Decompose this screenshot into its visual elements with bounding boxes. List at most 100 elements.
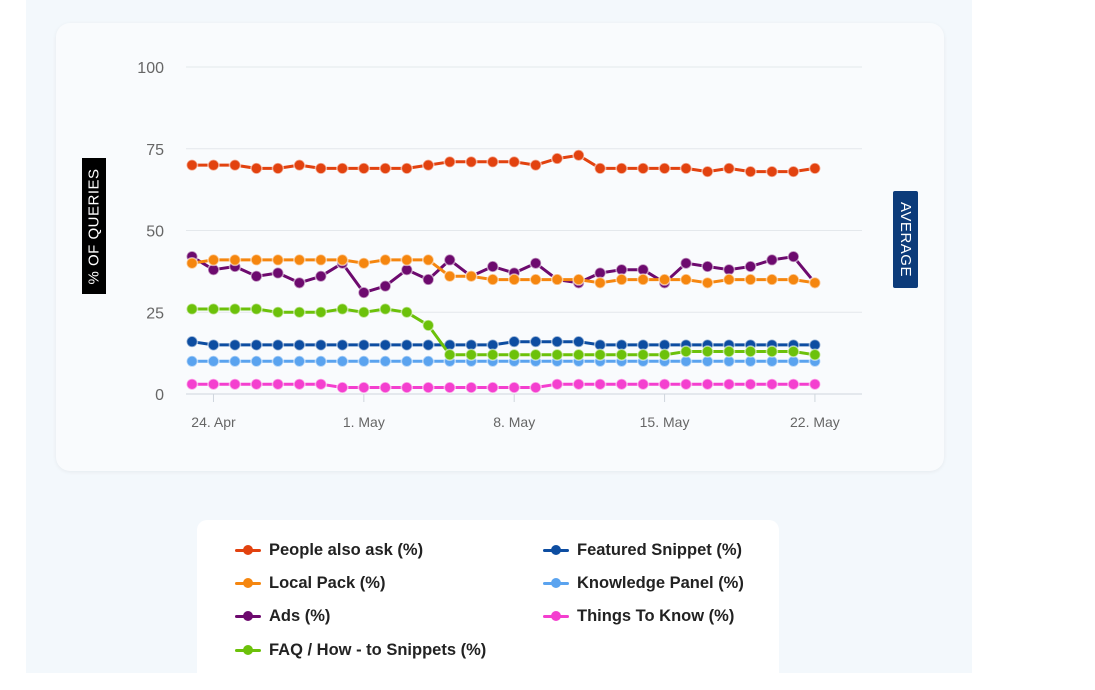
data-point xyxy=(400,306,414,319)
data-point xyxy=(422,319,435,332)
data-point xyxy=(808,348,822,362)
data-point xyxy=(550,335,564,348)
legend-swatch-dot xyxy=(243,545,253,555)
legend-item-ads[interactable]: Ads (%) xyxy=(235,605,330,627)
legend-label: FAQ / How - to Snippets (%) xyxy=(269,640,487,659)
data-point xyxy=(701,165,714,178)
data-point xyxy=(593,162,607,175)
data-point xyxy=(744,377,757,391)
data-point xyxy=(293,338,306,352)
data-point xyxy=(658,377,671,391)
data-point xyxy=(185,335,199,348)
data-point xyxy=(529,335,542,348)
data-point xyxy=(529,256,542,270)
data-point xyxy=(550,377,564,391)
data-point xyxy=(228,253,242,267)
data-point xyxy=(443,253,457,267)
legend-item-people-also-ask[interactable]: People also ask (%) xyxy=(235,539,423,561)
data-point xyxy=(422,273,435,286)
legend-label: Featured Snippet (%) xyxy=(577,540,743,559)
data-point xyxy=(207,377,220,391)
data-point xyxy=(529,381,542,394)
data-point xyxy=(422,381,435,394)
data-point xyxy=(250,377,263,391)
data-point xyxy=(250,270,263,283)
data-point xyxy=(293,158,306,172)
data-point xyxy=(271,355,285,368)
data-point xyxy=(250,338,263,352)
data-point xyxy=(658,348,671,362)
legend-item-faq-snippets[interactable]: FAQ / How - to Snippets (%) xyxy=(235,639,486,661)
data-point xyxy=(787,250,800,263)
average-toggle[interactable]: AVERAGE xyxy=(893,191,918,288)
data-point xyxy=(443,348,457,362)
data-point xyxy=(293,253,306,267)
data-point xyxy=(250,355,263,368)
data-point xyxy=(357,256,371,270)
data-point xyxy=(336,253,349,267)
data-point xyxy=(357,162,371,175)
data-point xyxy=(550,273,564,286)
data-point xyxy=(314,338,328,352)
data-point xyxy=(572,348,585,362)
data-point xyxy=(636,273,650,286)
x-tick-label: 24. Apr xyxy=(191,414,236,430)
data-point xyxy=(593,348,607,362)
data-point xyxy=(422,253,435,267)
data-point xyxy=(701,345,714,358)
data-point xyxy=(787,165,800,178)
data-point xyxy=(464,155,478,169)
data-point xyxy=(701,276,714,290)
data-point xyxy=(207,302,220,316)
y-tick-label: 100 xyxy=(137,60,164,77)
data-point xyxy=(507,335,521,348)
data-point xyxy=(722,273,736,286)
data-point xyxy=(293,306,306,319)
data-point xyxy=(357,355,371,368)
legend-item-featured-snippet[interactable]: Featured Snippet (%) xyxy=(543,539,742,561)
data-point xyxy=(615,377,628,391)
y-tick-label: 75 xyxy=(146,142,164,159)
data-point xyxy=(701,377,714,391)
data-point xyxy=(379,338,392,352)
data-point xyxy=(593,276,607,290)
data-point xyxy=(636,162,650,175)
data-point xyxy=(765,345,779,358)
x-tick-label: 8. May xyxy=(493,414,535,430)
data-point xyxy=(207,253,220,267)
data-point xyxy=(357,338,371,352)
legend-item-knowledge-panel[interactable]: Knowledge Panel (%) xyxy=(543,572,744,594)
legend-item-things-to-know[interactable]: Things To Know (%) xyxy=(543,605,734,627)
data-point xyxy=(507,273,521,286)
data-point xyxy=(293,377,306,391)
series-line xyxy=(190,153,817,174)
data-point xyxy=(808,377,822,391)
y-tick-label: 0 xyxy=(155,387,164,404)
data-point xyxy=(228,355,242,368)
legend-swatch-dot xyxy=(243,578,253,588)
average-label: AVERAGE xyxy=(897,202,915,277)
data-point xyxy=(615,348,628,362)
legend-swatch-dot xyxy=(551,611,561,621)
data-point xyxy=(572,149,585,162)
data-point xyxy=(636,377,650,391)
data-point xyxy=(550,152,564,165)
data-point xyxy=(486,155,499,169)
data-point xyxy=(679,273,693,286)
data-point xyxy=(207,338,220,352)
data-point xyxy=(400,381,414,394)
legend-item-local-pack[interactable]: Local Pack (%) xyxy=(235,572,385,594)
data-point xyxy=(572,273,585,286)
data-point xyxy=(185,355,199,368)
data-point xyxy=(271,266,285,280)
data-point xyxy=(228,338,242,352)
data-point xyxy=(207,355,220,368)
data-point xyxy=(293,276,306,290)
data-point xyxy=(400,355,414,368)
data-point xyxy=(185,158,199,172)
data-point xyxy=(507,155,521,169)
data-point xyxy=(744,260,757,273)
data-point xyxy=(400,253,414,267)
data-point xyxy=(271,253,285,267)
y-axis-label: % OF QUERIES xyxy=(82,158,106,294)
